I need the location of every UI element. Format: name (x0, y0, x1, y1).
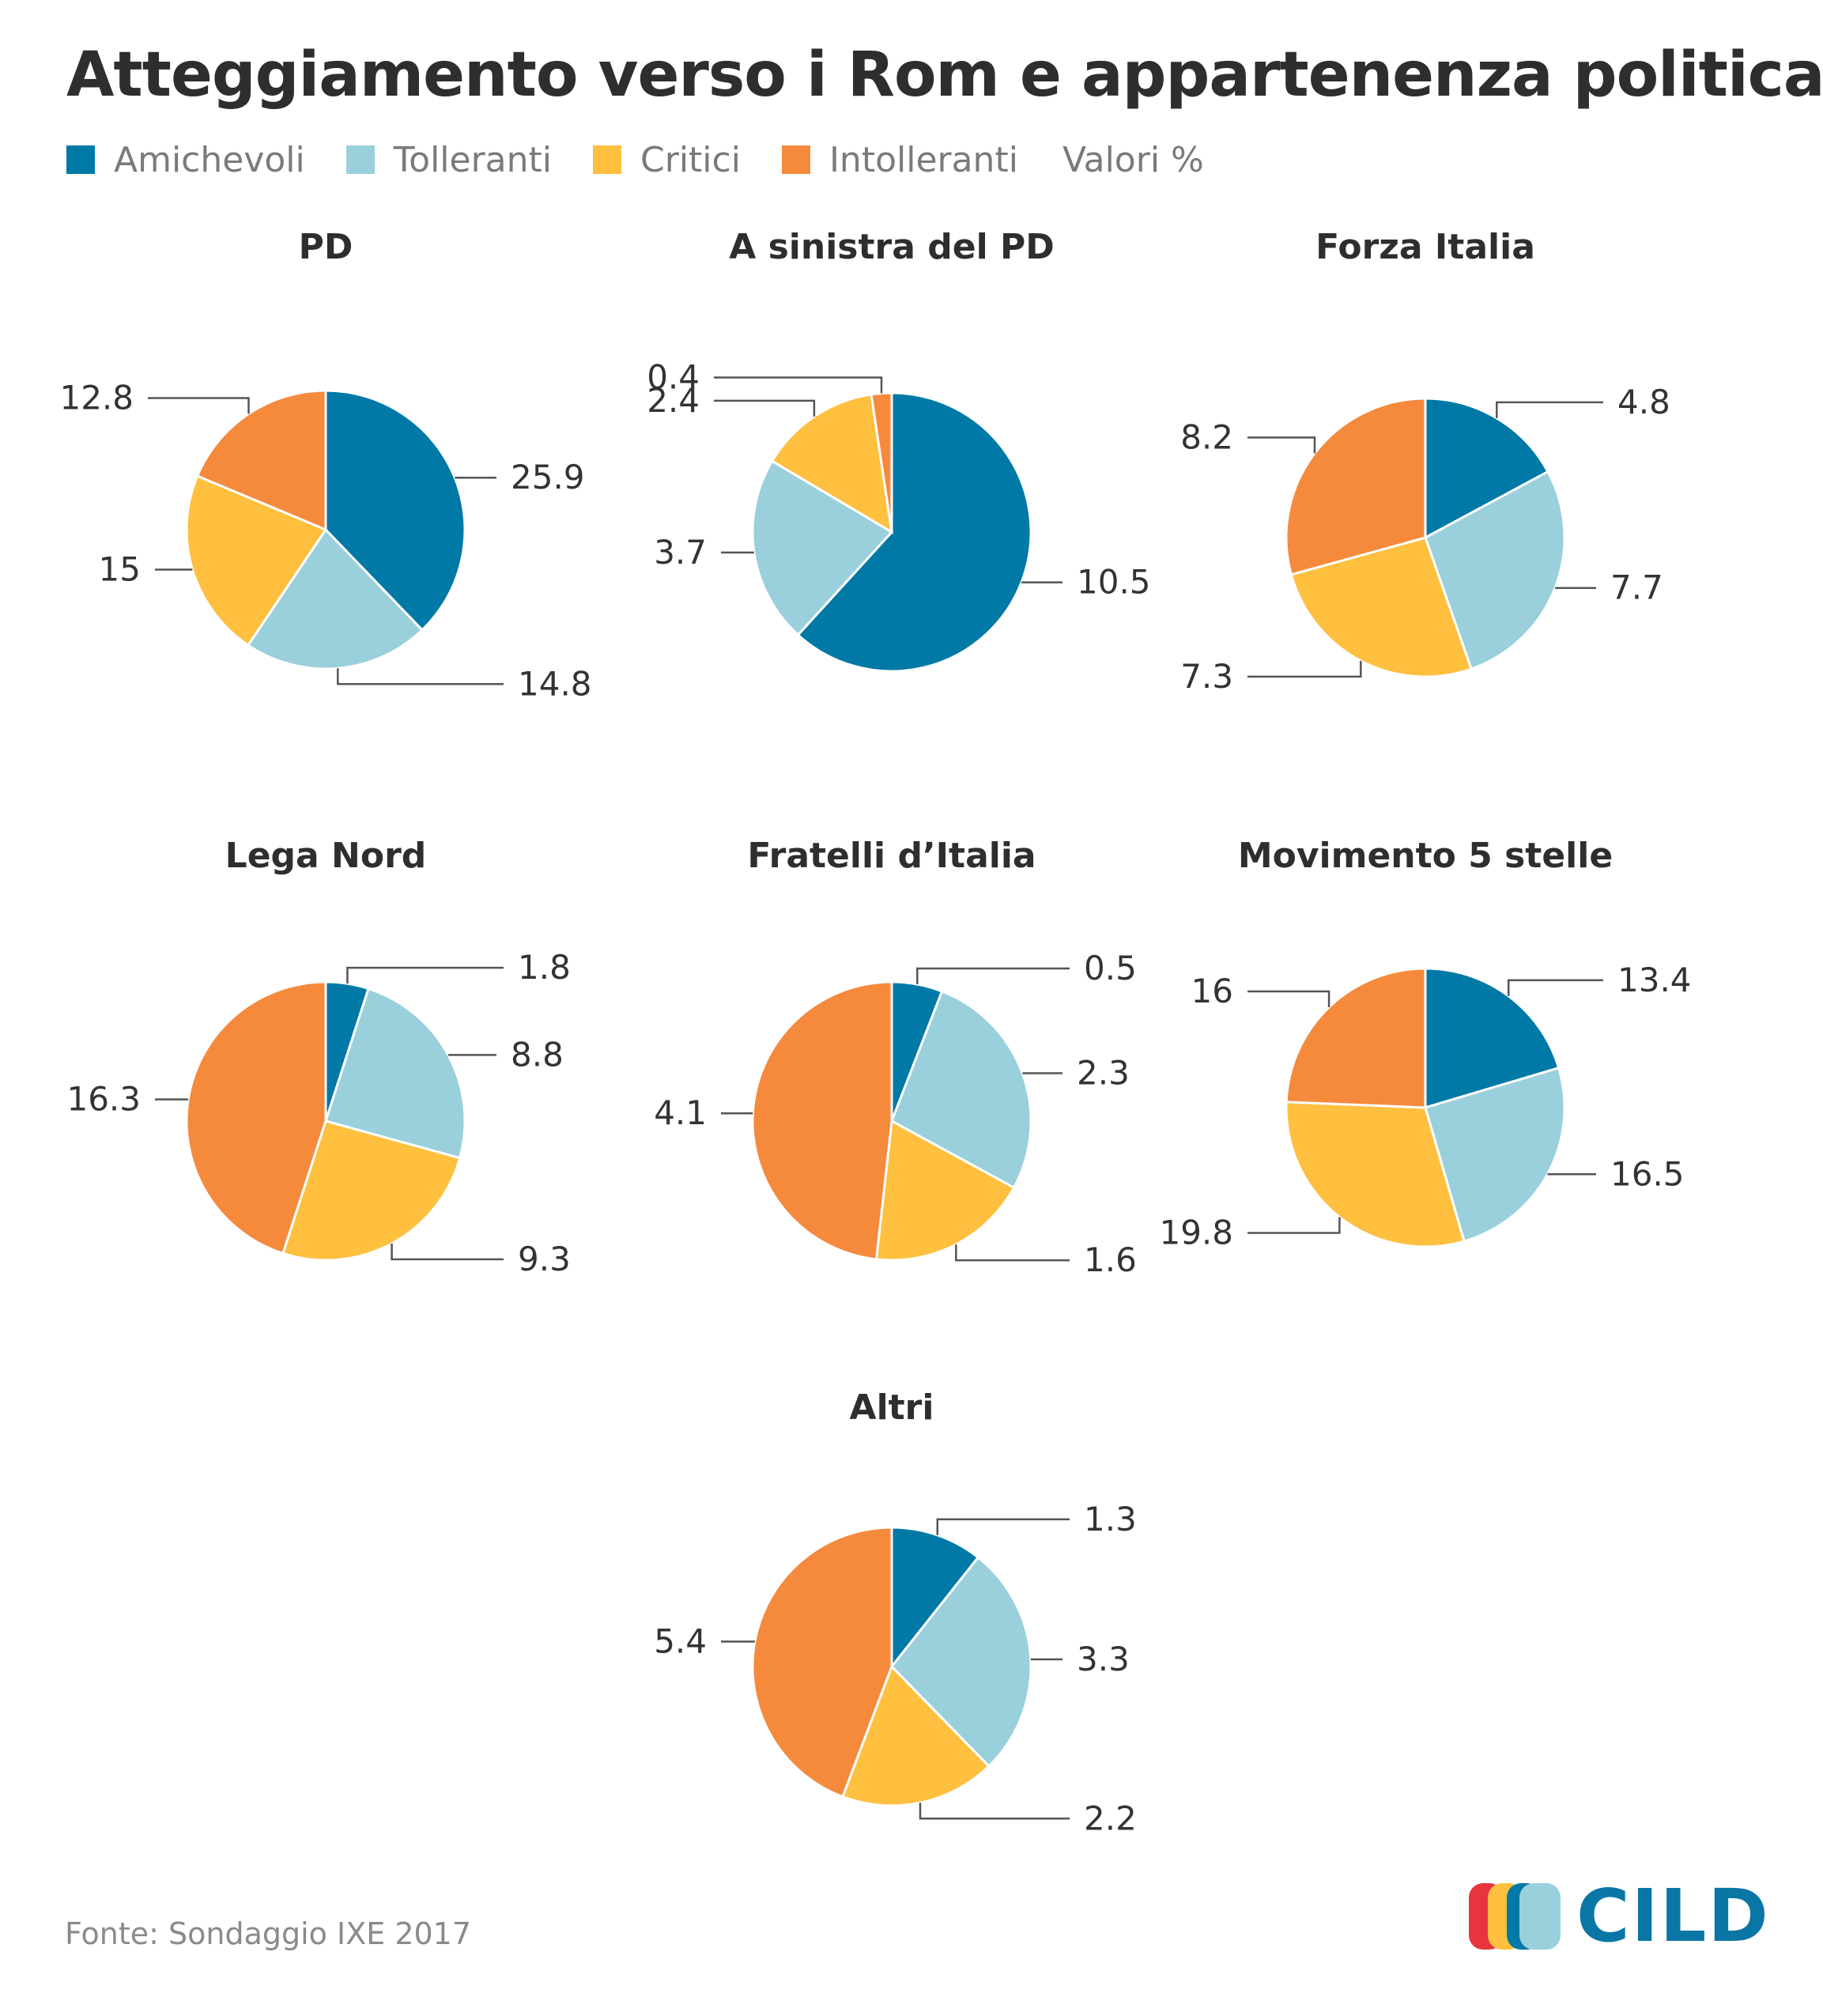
pie-slice-forza-italia-amichevoli (1424, 397, 1550, 540)
leader-line-lega-nord-critici (391, 1243, 504, 1261)
pie-title-a-sinistra-del-pd: A sinistra del PD (729, 227, 1055, 267)
pie-pd: PD 25.9 14.8 15 12.8 (59, 227, 591, 703)
leader-line-fratelli-d-italia-critici (955, 1244, 1070, 1262)
value-label-fratelli-d-italia-tolleranti: 2.3 (1077, 1054, 1130, 1093)
pie-slice-pd-amichevoli (324, 389, 466, 632)
pie-slice-altri-tolleranti (890, 1555, 1032, 1769)
value-label-movimento-5-stelle-intolleranti: 16 (1191, 972, 1233, 1010)
leader-line-a-sinistra-del-pd-critici (714, 399, 816, 417)
legend-swatch-tolleranti (345, 145, 375, 174)
leader-line-forza-italia-intolleranti (1247, 436, 1316, 454)
leader-line-fratelli-d-italia-amichevoli (916, 967, 1070, 984)
value-label-altri-critici: 2.2 (1084, 1799, 1137, 1837)
pie-altri: Altri 1.3 3.3 2.2 5.4 (654, 1387, 1137, 1837)
pie-title-fratelli-d-italia: Fratelli d’Italia (747, 836, 1036, 876)
value-label-pd-amichevoli: 25.9 (511, 458, 585, 496)
leader-line-forza-italia-critici (1247, 660, 1362, 678)
pie-forza-italia: Forza Italia 4.8 7.7 7.3 8.2 (1180, 227, 1670, 696)
value-label-lega-nord-amichevoli: 1.8 (518, 948, 571, 987)
legend-label-amichevoli: Amichevoli (114, 139, 305, 180)
pie-slice-a-sinistra-del-pd-tolleranti (751, 459, 894, 637)
pie-title-forza-italia: Forza Italia (1315, 227, 1535, 267)
pie-slice-forza-italia-tolleranti (1424, 470, 1566, 671)
legend-swatch-critici (593, 145, 622, 174)
pie-slice-altri-intolleranti (751, 1526, 893, 1799)
logo-bar-lightblue (1519, 1883, 1561, 1950)
pie-slice-movimento-5-stelle-amichevoli (1424, 967, 1561, 1110)
pie-slice-pd-critici (185, 474, 328, 647)
value-label-a-sinistra-del-pd-tolleranti: 3.7 (654, 533, 707, 572)
pie-slice-a-sinistra-del-pd-critici (770, 393, 893, 534)
legend: Amichevoli Tolleranti Critici Intolleran… (66, 136, 1204, 183)
pie-lega-nord: Lega Nord 1.8 8.8 9.3 16.3 (66, 836, 570, 1278)
pie-slice-movimento-5-stelle-critici (1285, 1100, 1466, 1248)
value-label-altri-tolleranti: 3.3 (1077, 1640, 1130, 1678)
pie-slice-lega-nord-tolleranti (324, 987, 466, 1160)
value-label-altri-intolleranti: 5.4 (654, 1621, 707, 1660)
leader-line-altri-critici (919, 1803, 1070, 1820)
leader-line-movimento-5-stelle-critici (1247, 1217, 1341, 1234)
pie-a-sinistra-del-pd: A sinistra del PD 10.5 3.7 2.40.4 (647, 227, 1151, 673)
pie-slice-fratelli-d-italia-intolleranti (751, 980, 893, 1261)
leader-line-movimento-5-stelle-intolleranti (1247, 990, 1330, 1007)
pie-fratelli-d-italia: Fratelli d’Italia 0.5 2.3 1.6 4.1 (654, 836, 1137, 1279)
value-label-movimento-5-stelle-tolleranti: 16.5 (1610, 1154, 1685, 1193)
pie-slice-altri-amichevoli (890, 1526, 980, 1671)
pie-title-pd: PD (299, 227, 353, 267)
value-label-fratelli-d-italia-critici: 1.6 (1084, 1240, 1137, 1279)
legend-label-tolleranti: Tolleranti (393, 139, 553, 180)
legend-swatch-amichevoli (66, 145, 95, 174)
legend-swatch-intolleranti (781, 145, 810, 174)
value-label-forza-italia-intolleranti: 8.2 (1180, 417, 1233, 456)
value-label-forza-italia-amichevoli: 4.8 (1617, 383, 1670, 421)
value-label-lega-nord-tolleranti: 8.8 (511, 1035, 564, 1074)
legend-units: Valori % (1062, 139, 1204, 180)
legend-item-intolleranti: Intolleranti (781, 139, 1018, 180)
leader-line-a-sinistra-del-pd-intolleranti (714, 376, 883, 394)
leader-line-movimento-5-stelle-amichevoli (1507, 979, 1603, 996)
logo-text: CILD (1576, 1874, 1770, 1958)
source-note: Fonte: Sondaggio IXE 2017 (65, 1916, 472, 1951)
pie-title-movimento-5-stelle: Movimento 5 stelle (1238, 836, 1613, 876)
value-label-pd-critici: 15 (99, 550, 141, 589)
cild-logo: CILD (1469, 1874, 1770, 1958)
pie-slice-forza-italia-critici (1289, 536, 1474, 678)
value-label-fratelli-d-italia-amichevoli: 0.5 (1084, 949, 1137, 987)
value-label-fratelli-d-italia-intolleranti: 4.1 (654, 1093, 707, 1132)
value-label-movimento-5-stelle-amichevoli: 13.4 (1617, 961, 1692, 999)
legend-item-amichevoli: Amichevoli (66, 140, 305, 180)
value-label-altri-amichevoli: 1.3 (1084, 1500, 1137, 1538)
pie-slice-movimento-5-stelle-tolleranti (1424, 1066, 1566, 1243)
value-label-a-sinistra-del-pd-intolleranti: 0.4 (647, 358, 700, 397)
value-label-forza-italia-tolleranti: 7.7 (1610, 568, 1663, 607)
value-label-a-sinistra-del-pd-critici: 2.4 (647, 381, 700, 420)
value-label-movimento-5-stelle-critici: 19.8 (1159, 1214, 1233, 1252)
leader-line-pd-tolleranti (337, 668, 504, 685)
value-label-a-sinistra-del-pd-amichevoli: 10.5 (1077, 563, 1151, 602)
pie-movimento-5-stelle: Movimento 5 stelle 13.4 16.5 19.8 16 (1159, 836, 1691, 1252)
leader-line-altri-amichevoli (936, 1518, 1070, 1535)
value-label-pd-tolleranti: 14.8 (518, 664, 592, 703)
pie-slice-movimento-5-stelle-intolleranti (1285, 967, 1427, 1109)
chart-title: Atteggiamento verso i Rom e appartenenza… (66, 40, 1823, 111)
pie-slice-fratelli-d-italia-tolleranti (890, 989, 1032, 1190)
leader-line-pd-intolleranti (148, 397, 250, 414)
legend-label-intolleranti: Intolleranti (828, 139, 1018, 180)
legend-item-critici: Critici (593, 140, 741, 180)
legend-label-critici: Critici (640, 139, 741, 180)
value-label-lega-nord-critici: 9.3 (518, 1240, 571, 1278)
pie-slice-lega-nord-intolleranti (185, 980, 327, 1255)
logo-mark-icon (1469, 1883, 1561, 1950)
pie-slice-pd-intolleranti (195, 389, 327, 532)
leader-line-lega-nord-amichevoli (346, 966, 504, 984)
value-label-pd-intolleranti: 12.8 (59, 379, 134, 417)
pie-title-lega-nord: Lega Nord (225, 836, 427, 876)
pie-slice-fratelli-d-italia-critici (874, 1119, 1016, 1262)
pie-title-altri: Altri (850, 1387, 934, 1428)
value-label-forza-italia-critici: 7.3 (1180, 657, 1233, 696)
leader-line-forza-italia-amichevoli (1496, 401, 1603, 418)
value-label-lega-nord-intolleranti: 16.3 (66, 1080, 141, 1119)
legend-item-tolleranti: Tolleranti (345, 139, 553, 180)
